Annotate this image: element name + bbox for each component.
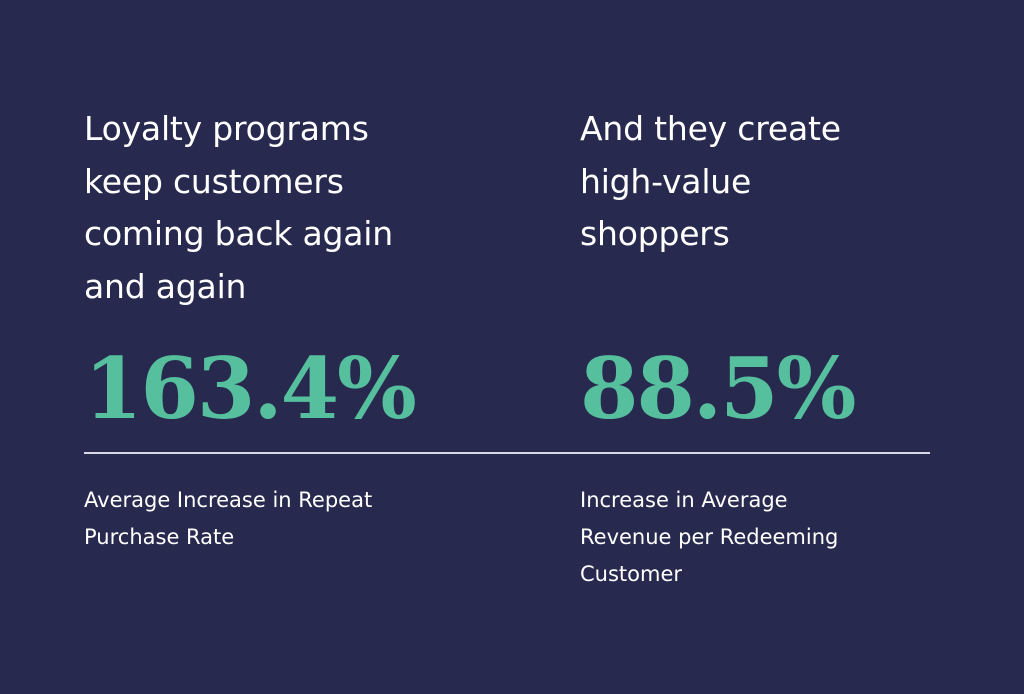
average-revenue-stat-caption: Increase in Average Revenue per Redeemin… bbox=[580, 482, 838, 593]
heading-line: high-value bbox=[580, 161, 752, 201]
heading-line: Loyalty programs bbox=[84, 109, 369, 148]
repeat-purchase-stat-value: 163.4% bbox=[84, 339, 417, 438]
heading-line: and again bbox=[84, 266, 247, 306]
caption-line: Revenue per Redeeming bbox=[580, 525, 839, 549]
heading-line: And they create bbox=[580, 109, 841, 148]
heading-line: keep customers bbox=[84, 161, 344, 201]
average-revenue-stat-value: 88.5% bbox=[580, 339, 856, 438]
caption-line: Purchase Rate bbox=[84, 525, 235, 549]
heading-line: coming back again bbox=[84, 214, 393, 253]
caption-line: Customer bbox=[580, 562, 683, 586]
caption-line: Average Increase in Repeat bbox=[84, 488, 373, 512]
caption-line: Increase in Average bbox=[580, 488, 788, 512]
horizontal-divider bbox=[84, 452, 930, 454]
loyalty-heading: Loyalty programs keep customers coming b… bbox=[84, 103, 393, 313]
high-value-heading: And they create high-value shoppers bbox=[580, 103, 841, 261]
heading-line: shoppers bbox=[580, 214, 730, 253]
repeat-purchase-stat-caption: Average Increase in Repeat Purchase Rate bbox=[84, 482, 372, 556]
